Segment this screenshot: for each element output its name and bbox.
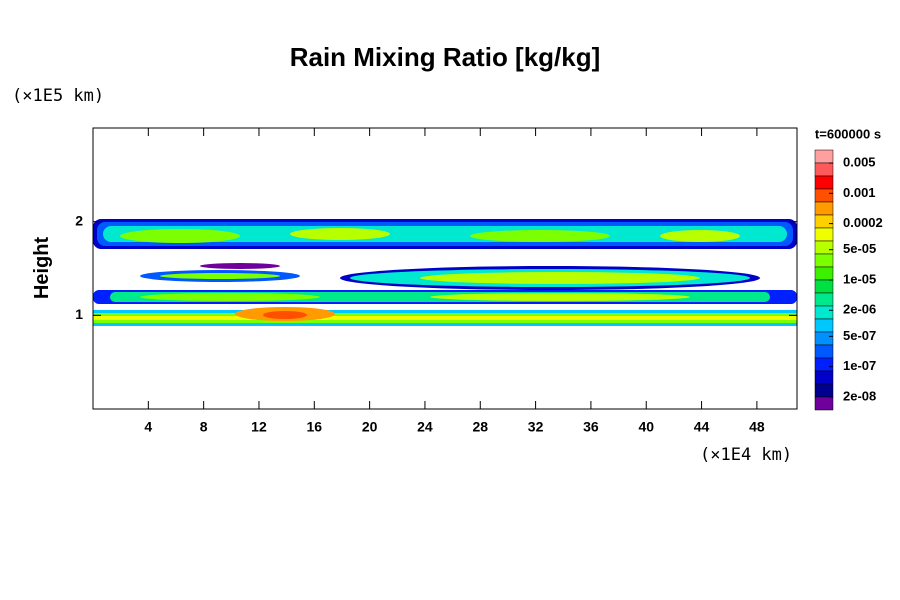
y-tick-label: 1 [75,306,83,322]
field-blob [263,311,307,319]
colorbar-swatch [814,383,834,398]
x-tick-label: 44 [694,419,710,435]
colorbar-tick-label: 0.0002 [843,215,883,230]
colorbar-swatch [814,357,834,372]
colorbar-swatch [814,305,834,320]
colorbar-swatch [814,201,834,216]
x-unit: (×1E4 km) [700,445,792,465]
colorbar-swatch [814,227,834,242]
field-blob [160,273,280,279]
field-band [93,316,797,320]
plot-frame [92,127,798,410]
colorbar-swatch [814,370,834,385]
colorbar-swatch [814,344,834,359]
colorbar-swatch [814,149,834,164]
x-tick-label: 48 [749,419,765,435]
x-tick-label: 36 [583,419,599,435]
colorbar-tick-label: 5e-07 [843,328,876,343]
colorbar-swatch [814,396,834,411]
colorbar-swatch [814,331,834,346]
colorbar-tick-label: 2e-06 [843,302,876,317]
x-tick-label: 32 [528,419,544,435]
field-blob [470,230,610,242]
chart-title: Rain Mixing Ratio [kg/kg] [290,42,601,72]
colorbar-tick-label: 1e-05 [843,271,876,286]
colorbar-swatch [814,214,834,229]
field-blob [200,263,280,269]
colorbar-swatch [814,188,834,203]
colorbar-swatch [814,175,834,190]
colorbar-swatch [814,240,834,255]
x-tick-label: 16 [307,419,323,435]
x-tick-label: 24 [417,419,433,435]
field-band [103,226,787,242]
field-blob [660,230,740,242]
colorbar-swatch [814,318,834,333]
field-blob [140,293,320,301]
field-blob [430,293,690,301]
colorbar-tick-label: 0.005 [843,154,876,169]
colorbar-swatch [814,162,834,177]
colorbar-tick-label: 0.001 [843,185,876,200]
colorbar-tick-label: 5e-05 [843,241,876,256]
x-tick-label: 20 [362,419,378,435]
field-blob [120,229,240,243]
colorbar-tick-label: 1e-07 [843,358,876,373]
field [93,219,797,326]
x-tick-label: 4 [144,419,152,435]
x-tick-label: 8 [200,419,208,435]
y-tick-label: 2 [75,212,83,228]
colorbar-swatch [814,279,834,294]
field-blob [420,272,700,284]
colorbar-swatch [814,266,834,281]
x-tick-label: 40 [638,419,654,435]
colorbar-swatch [814,292,834,307]
x-tick-label: 28 [472,419,488,435]
field-blob [290,228,390,240]
y-unit: (×1E5 km) [12,86,104,106]
colorbar-tick-label: 2e-08 [843,388,876,403]
colorbar-swatch [814,253,834,268]
x-tick-label: 12 [251,419,267,435]
colorbar-title: t=600000 s [815,126,881,141]
y-axis-label: Height [31,237,53,300]
